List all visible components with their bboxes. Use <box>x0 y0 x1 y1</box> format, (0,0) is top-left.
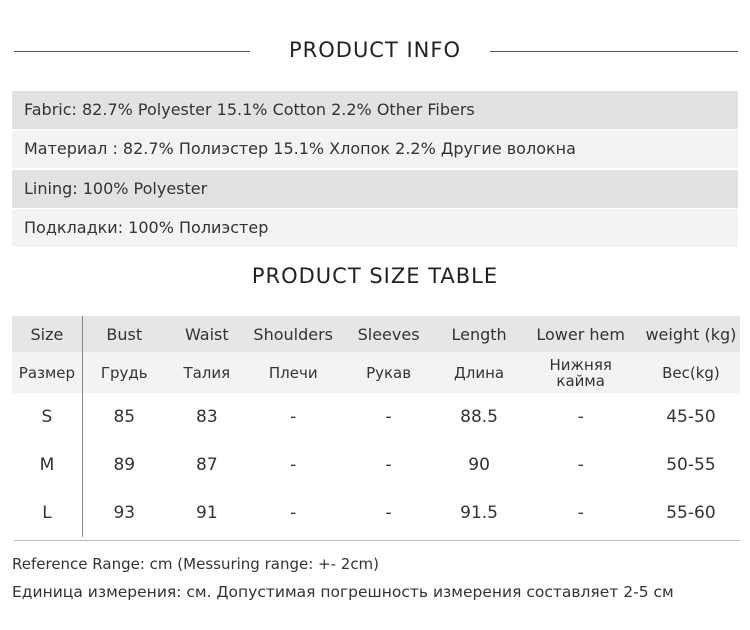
table-cell: 45-50 <box>666 407 716 427</box>
info-row-fabric: Fabric: 82.7% Polyester 15.1% Cotton 2.2… <box>12 91 738 129</box>
table-row: Размер Грудь Талия Плечи Рукав Длина Нижняя ка… <box>12 352 740 393</box>
table-cell: Вес(kg) <box>641 352 740 393</box>
table-cell: - <box>577 407 584 427</box>
table-cell: 83 <box>196 407 218 427</box>
table-cell: Waist <box>165 316 248 352</box>
table-cell: Size <box>12 316 83 352</box>
table-cell: 91 <box>196 503 218 523</box>
table-cell: Нижняя кайма <box>519 352 642 393</box>
table-cell: - <box>385 407 392 427</box>
table-cell: 93 <box>113 503 136 523</box>
table-row: Size Bust Waist Shoulders Sleeves Length Lower… <box>12 316 740 352</box>
table-cell: 89 <box>113 455 136 475</box>
product-info-title: PRODUCT INFO <box>288 38 461 62</box>
table-cell: Талия <box>165 352 248 393</box>
divider-left <box>14 51 250 52</box>
divider-right <box>490 51 738 52</box>
table-cell: - <box>577 503 584 523</box>
table-cell: - <box>385 503 392 523</box>
table-cell: Рукав <box>338 352 439 393</box>
table-cell: 91.5 <box>460 503 498 523</box>
info-row-lining: Lining: 100% Polyester <box>12 170 738 208</box>
table-cell: - <box>385 455 392 475</box>
reference-range-note: Reference Range: cm (Messuring range: +-… <box>12 555 380 573</box>
size-table: Size Bust Waist Shoulders Sleeves Length Lower… <box>12 316 740 537</box>
table-cell: 85 <box>113 407 136 427</box>
table-row: S 85 83 - - 88.5 - 45-50 <box>12 393 740 441</box>
table-cell: Length <box>438 316 520 352</box>
measurement-note-ru: Единица измерения: см. Допустимая погреш… <box>12 583 674 601</box>
table-row: L 93 91 - - 91.5 - 55-60 <box>12 489 740 537</box>
table-cell: weight (kg) <box>641 316 740 352</box>
table-cell: L <box>12 489 83 537</box>
table-cell: - <box>290 503 297 523</box>
table-cell: Lower hem <box>519 316 642 352</box>
table-bottom-line <box>14 540 740 541</box>
table-cell: - <box>290 455 297 475</box>
info-row-lining-ru: Подкладки: 100% Полиэстер <box>12 209 738 247</box>
table-cell: Shoulders <box>247 316 339 352</box>
table-cell: - <box>290 407 297 427</box>
table-cell: Bust <box>82 316 166 352</box>
table-cell: Длина <box>438 352 520 393</box>
table-cell: Плечи <box>247 352 339 393</box>
table-cell: Sleeves <box>338 316 439 352</box>
table-cell: 55-60 <box>666 503 716 523</box>
table-cell: 50-55 <box>666 455 716 475</box>
table-cell: S <box>12 393 83 441</box>
table-cell: Грудь <box>82 352 166 393</box>
table-cell: 87 <box>196 455 218 475</box>
table-cell: Размер <box>12 352 83 393</box>
table-row: M 89 87 - - 90 - 50-55 <box>12 441 740 489</box>
table-cell: 88.5 <box>460 407 498 427</box>
info-row-material: Материал : 82.7% Полиэстер 15.1% Хлопок … <box>12 130 738 168</box>
table-cell: M <box>12 441 83 489</box>
table-cell: 90 <box>468 455 490 475</box>
table-cell: - <box>577 455 584 475</box>
size-table-title: PRODUCT SIZE TABLE <box>251 264 499 288</box>
